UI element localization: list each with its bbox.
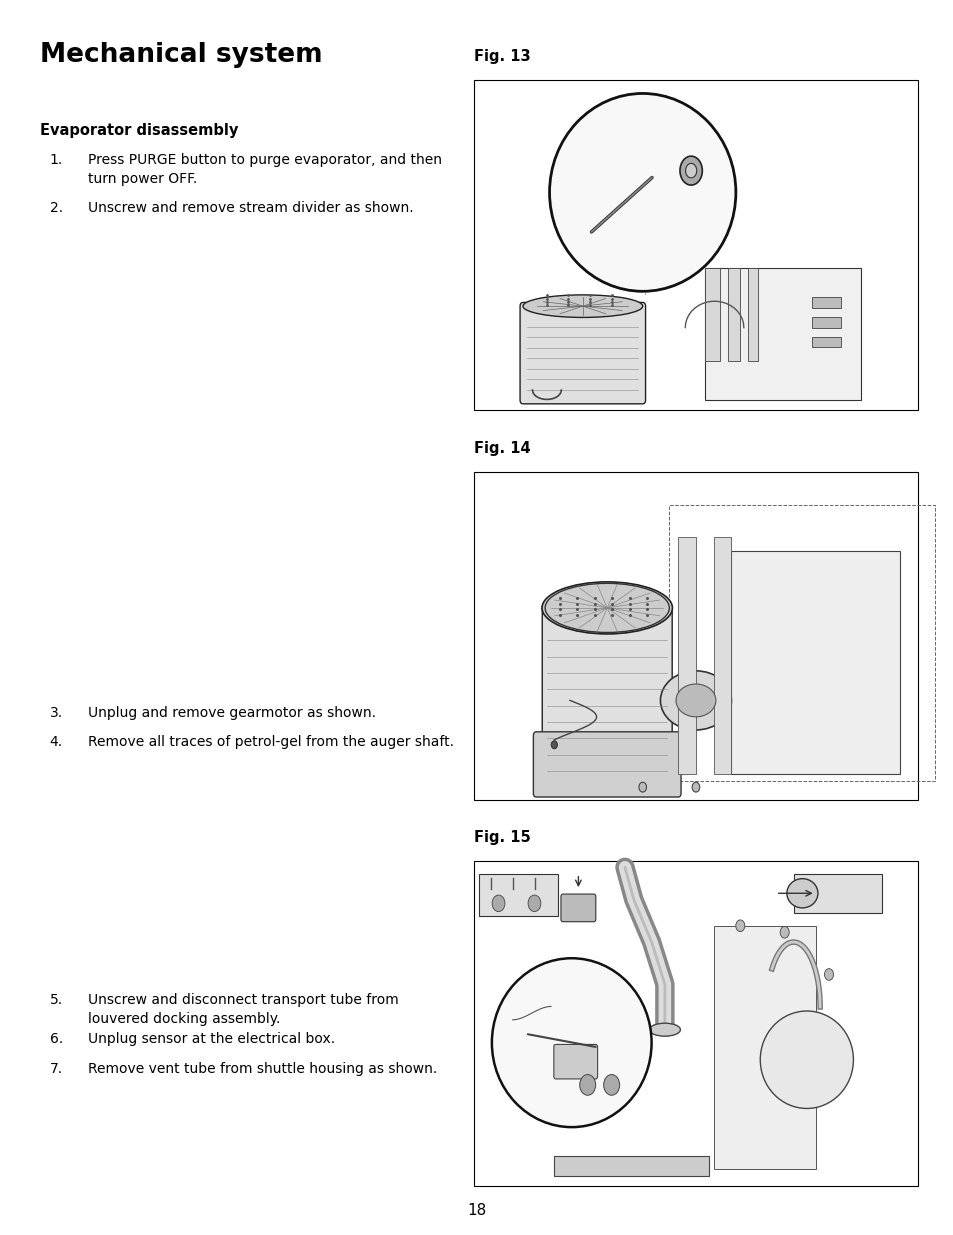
- Text: Mechanical system: Mechanical system: [40, 42, 322, 68]
- FancyBboxPatch shape: [541, 604, 672, 790]
- Circle shape: [639, 782, 646, 792]
- FancyBboxPatch shape: [533, 732, 680, 797]
- Bar: [811, 317, 841, 327]
- Circle shape: [823, 968, 833, 981]
- Text: 6.: 6.: [50, 1032, 63, 1046]
- Bar: [713, 926, 816, 1170]
- Text: 3.: 3.: [50, 706, 63, 720]
- Text: 1.: 1.: [50, 153, 63, 167]
- Ellipse shape: [541, 582, 672, 634]
- Circle shape: [579, 1074, 595, 1095]
- Bar: [704, 268, 860, 400]
- Circle shape: [685, 163, 696, 178]
- Ellipse shape: [492, 958, 651, 1128]
- Circle shape: [603, 1074, 619, 1095]
- Ellipse shape: [649, 1023, 679, 1036]
- Circle shape: [528, 895, 540, 911]
- Circle shape: [780, 926, 788, 939]
- Ellipse shape: [786, 878, 817, 908]
- FancyBboxPatch shape: [519, 303, 645, 404]
- Bar: [811, 337, 841, 347]
- Ellipse shape: [522, 295, 642, 317]
- Text: Fig. 14: Fig. 14: [474, 441, 530, 456]
- Bar: [811, 298, 841, 308]
- Text: Unplug sensor at the electrical box.: Unplug sensor at the electrical box.: [88, 1032, 335, 1046]
- Ellipse shape: [549, 94, 735, 291]
- Circle shape: [679, 156, 701, 185]
- Bar: [678, 537, 695, 774]
- Bar: [478, 874, 558, 916]
- Circle shape: [692, 782, 699, 792]
- Bar: [793, 874, 882, 913]
- Text: Press PURGE button to purge evaporator, and then
turn power OFF.: Press PURGE button to purge evaporator, …: [88, 153, 441, 186]
- Bar: [474, 472, 917, 800]
- Bar: [747, 268, 757, 361]
- Bar: [669, 505, 935, 781]
- Text: Unplug and remove gearmotor as shown.: Unplug and remove gearmotor as shown.: [88, 706, 375, 720]
- Text: Remove all traces of petrol-gel from the auger shaft.: Remove all traces of petrol-gel from the…: [88, 735, 454, 748]
- Bar: [474, 861, 917, 1186]
- Text: 2.: 2.: [50, 201, 63, 215]
- Circle shape: [492, 895, 504, 911]
- Bar: [727, 268, 740, 361]
- Ellipse shape: [659, 671, 731, 730]
- Text: 4.: 4.: [50, 735, 63, 748]
- Bar: [474, 80, 917, 410]
- Text: Fig. 13: Fig. 13: [474, 49, 530, 64]
- Text: Evaporator disassembly: Evaporator disassembly: [40, 124, 238, 138]
- Circle shape: [735, 920, 744, 931]
- Bar: [731, 551, 899, 774]
- Text: 7.: 7.: [50, 1062, 63, 1076]
- Text: Fig. 15: Fig. 15: [474, 830, 530, 845]
- Bar: [704, 268, 720, 361]
- Text: Unscrew and disconnect transport tube from
louvered docking assembly.: Unscrew and disconnect transport tube fr…: [88, 993, 398, 1026]
- Text: 5.: 5.: [50, 993, 63, 1007]
- Circle shape: [551, 741, 557, 748]
- Bar: [713, 537, 731, 774]
- Ellipse shape: [760, 1011, 853, 1109]
- Text: 18: 18: [467, 1203, 486, 1218]
- Text: Unscrew and remove stream divider as shown.: Unscrew and remove stream divider as sho…: [88, 201, 413, 215]
- Text: Remove vent tube from shuttle housing as shown.: Remove vent tube from shuttle housing as…: [88, 1062, 436, 1076]
- Bar: [554, 1156, 708, 1176]
- FancyBboxPatch shape: [554, 1045, 597, 1079]
- FancyBboxPatch shape: [560, 894, 596, 921]
- Ellipse shape: [676, 684, 715, 716]
